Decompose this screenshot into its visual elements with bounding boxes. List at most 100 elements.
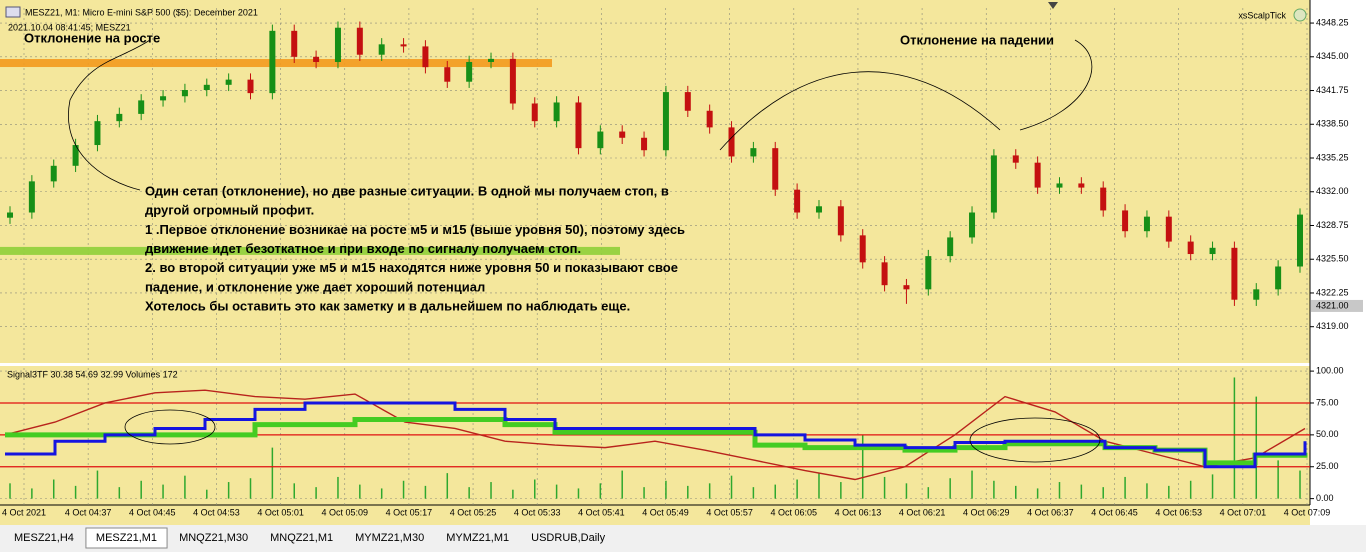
hand-circle <box>124 409 216 445</box>
scroll-marker <box>1048 2 1058 9</box>
candle-body <box>1253 289 1260 300</box>
candle-body <box>422 46 429 68</box>
x-tick-label: 4 Oct 06:29 <box>963 507 1010 517</box>
hand-circle <box>969 417 1101 463</box>
note-line: падение, и отклонение уже дает хороший п… <box>145 279 485 294</box>
candle-body <box>116 113 123 122</box>
candle-body <box>313 56 320 62</box>
note-line: 1 .Первое отклонение возникае на росте м… <box>145 222 685 237</box>
candle-body <box>28 181 35 213</box>
chart-tab[interactable]: MYMZ21,M30 <box>355 532 424 544</box>
candle-body <box>619 131 626 138</box>
y-tick-label: 4332.00 <box>1316 186 1349 196</box>
candle-body <box>597 131 604 149</box>
y-tick-label: 4319.00 <box>1316 321 1349 331</box>
window-icon[interactable] <box>5 6 21 18</box>
candle-body <box>269 30 276 94</box>
x-tick-label: 4 Oct 05:25 <box>450 507 497 517</box>
x-tick-label: 4 Oct 07:09 <box>1284 507 1331 517</box>
x-tick-label: 4 Oct 07:01 <box>1220 507 1267 517</box>
x-tick-label: 4 Oct 05:33 <box>514 507 561 517</box>
candle-body <box>706 110 713 128</box>
candle-body <box>903 285 910 290</box>
candle-body <box>334 27 341 62</box>
x-tick-label: 4 Oct 05:49 <box>642 507 689 517</box>
candle-body <box>466 61 473 82</box>
y-tick-label: 75.00 <box>1316 397 1339 407</box>
x-tick-label: 4 Oct 05:17 <box>386 507 433 517</box>
chart-tab[interactable]: MNQZ21,M1 <box>270 532 333 544</box>
candle-body <box>575 102 582 149</box>
candle-body <box>160 96 167 101</box>
y-tick-label: 4328.75 <box>1316 220 1349 230</box>
candle-body <box>203 84 210 91</box>
x-tick-label: 4 Oct 2021 <box>2 507 46 517</box>
candle-body <box>1056 183 1063 188</box>
candle-body <box>72 145 79 166</box>
candle-body <box>94 121 101 146</box>
candle-body <box>794 189 801 213</box>
candle-body <box>444 67 451 82</box>
candle-body <box>1297 214 1303 267</box>
candle-body <box>181 90 188 97</box>
y-tick-label: 0.00 <box>1316 493 1334 503</box>
y-tick-label: 4338.50 <box>1316 119 1349 129</box>
note-line: другой огромный профит. <box>145 203 314 218</box>
note-line: Хотелось бы оставить это как заметку и в… <box>145 299 630 314</box>
candle-body <box>1143 216 1150 232</box>
hand-stroke <box>719 39 1093 151</box>
candle-body <box>1078 183 1085 188</box>
candle-body <box>1122 210 1129 232</box>
y-tick-label: 100.00 <box>1316 365 1344 375</box>
x-tick-label: 4 Oct 04:37 <box>65 507 112 517</box>
indicator-line <box>5 401 1307 469</box>
indicator-line <box>4 389 1306 481</box>
candle-body <box>990 155 997 213</box>
level-band <box>0 59 552 68</box>
candle-body <box>728 127 735 157</box>
chart-tab[interactable]: MESZ21,H4 <box>14 532 74 544</box>
timestamp: 2021.10.04 08:41:45; MESZ21 <box>8 22 131 32</box>
candle-body <box>925 256 932 290</box>
chart-tab[interactable]: MYMZ21,M1 <box>446 532 509 544</box>
x-tick-label: 4 Oct 04:53 <box>193 507 240 517</box>
candle-body <box>225 79 232 85</box>
last-price-label: 4321.00 <box>1316 300 1349 310</box>
x-tick-label: 4 Oct 06:45 <box>1091 507 1138 517</box>
expert-icon[interactable] <box>1293 8 1307 22</box>
x-tick-label: 4 Oct 04:45 <box>129 507 176 517</box>
candle-body <box>1034 162 1041 188</box>
candle-body <box>815 206 822 213</box>
chart-tab[interactable]: MNQZ21,M30 <box>179 532 248 544</box>
candle-body <box>684 92 691 111</box>
level-band <box>0 246 620 255</box>
x-tick-label: 4 Oct 06:37 <box>1027 507 1074 517</box>
x-tick-label: 4 Oct 05:41 <box>578 507 625 517</box>
annotation: Отклонение на падении <box>900 32 1054 47</box>
candle-body <box>50 165 57 182</box>
chart-tab-frame[interactable] <box>85 527 168 549</box>
candle-body <box>772 148 779 190</box>
candle-body <box>1231 247 1238 300</box>
candle-body <box>881 262 888 286</box>
candle-body <box>488 58 495 62</box>
note-line: 2. во второй ситуации уже м5 и м15 наход… <box>145 260 678 275</box>
candle-body <box>553 102 560 122</box>
candle-body <box>1275 266 1282 290</box>
chart-tab[interactable]: MESZ21,M1 <box>96 532 157 544</box>
tab-bar <box>0 525 1366 552</box>
x-tick-label: 4 Oct 06:13 <box>835 507 882 517</box>
candle-body <box>837 206 844 236</box>
expert-name: xsScalpTick <box>1238 10 1286 20</box>
candle-body <box>641 137 648 151</box>
candle-body <box>291 30 298 57</box>
candle-body <box>509 58 516 104</box>
price-scale <box>1310 0 1366 525</box>
x-tick-label: 4 Oct 05:09 <box>321 507 368 517</box>
y-tick-label: 4322.25 <box>1316 287 1349 297</box>
chart-header: MESZ21, M1: Micro E-mini S&P 500 ($5): D… <box>25 7 258 17</box>
candle-body <box>138 100 145 114</box>
chart-tab[interactable]: USDRUB,Daily <box>531 532 605 544</box>
